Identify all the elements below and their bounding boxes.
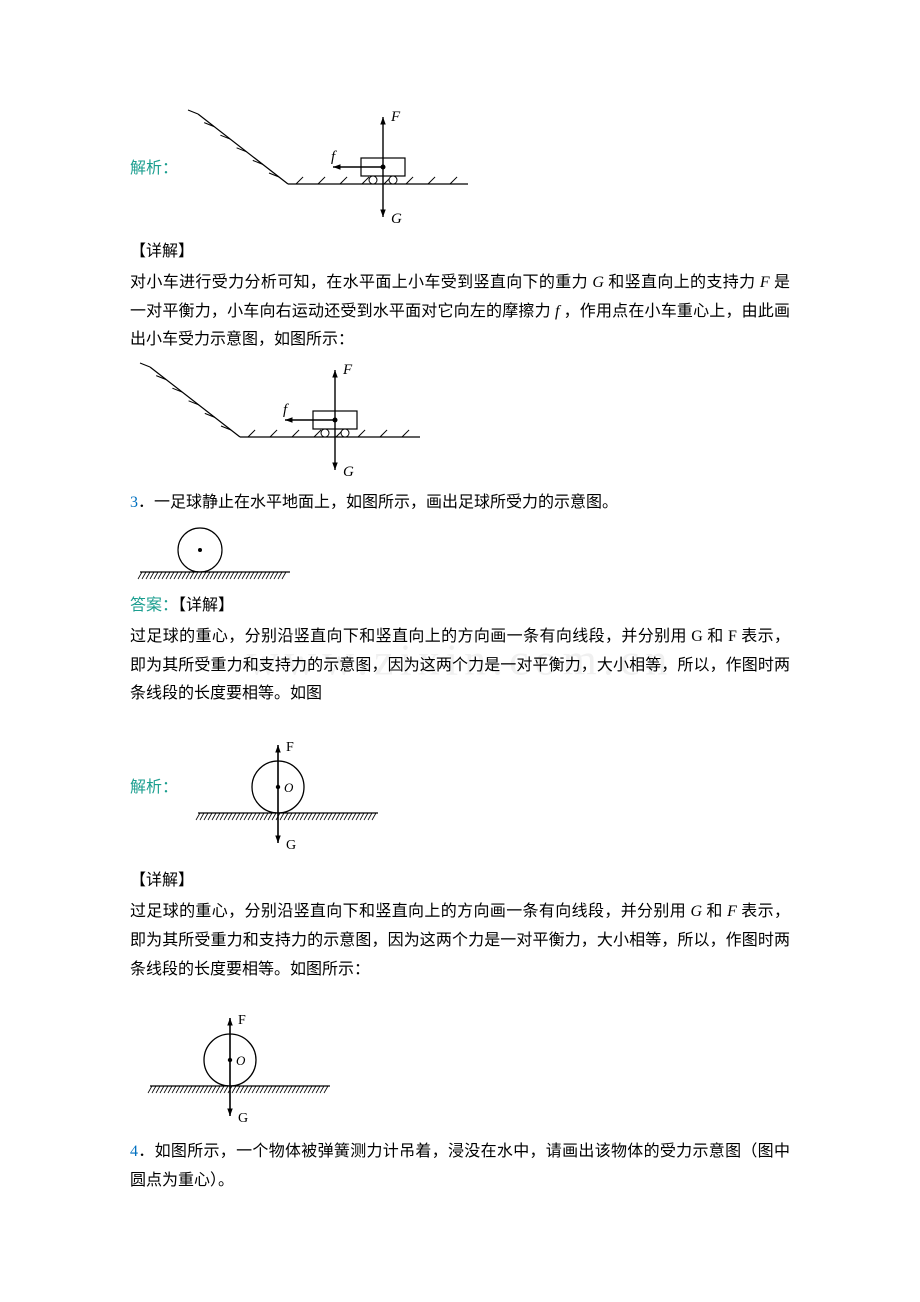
svg-text:f: f <box>331 149 337 165</box>
svg-text:O: O <box>236 1053 246 1068</box>
ball-force-diagram-1: O F G <box>178 713 398 863</box>
q3-analysis-row: 解析： O F G <box>130 713 790 863</box>
q3-exp-p1: 过足球的重心，分别沿竖直向下和竖直向上的方向画一条有向线段，并分别用 <box>130 903 686 920</box>
q3-line: 3．一足球静止在水平地面上，如图所示，画出足球所受力的示意图。 <box>130 489 790 518</box>
q2-p1b: 和竖直向上的支持力 <box>608 274 755 291</box>
answer-prefix: 答案： <box>130 597 178 614</box>
q4-line: 4．如图所示，一个物体被弹簧测力计吊着，浸没在水中，请画出该物体的受力示意图（图… <box>130 1138 790 1196</box>
detail-tag-1: 【详解】 <box>130 238 790 267</box>
svg-text:G: G <box>286 838 296 853</box>
svg-text:G: G <box>391 211 402 227</box>
q3-ans-p4: F <box>728 628 737 645</box>
q2-analysis-row: 解析： F Gf <box>130 104 790 234</box>
analysis-prefix-2: 解析： <box>130 774 178 803</box>
q3-ans-p2: G <box>691 628 703 645</box>
q3-exp-p3: 和 <box>706 903 722 920</box>
q3-explain-para: 过足球的重心，分别沿竖直向下和竖直向上的方向画一条有向线段，并分别用 G 和 F… <box>130 898 790 984</box>
svg-text:F: F <box>286 740 294 755</box>
ball-plain-diagram <box>130 520 300 590</box>
svg-text:F: F <box>390 109 401 125</box>
q3-answer-line: 答案：【详解】 <box>130 592 790 621</box>
q3-ans-p3: 和 <box>707 628 723 645</box>
q2-explain: 对小车进行受力分析可知，在水平面上小车受到竖直向下的重力 G 和竖直向上的支持力… <box>130 269 790 355</box>
q4-num: 4 <box>130 1143 138 1160</box>
svg-text:O: O <box>284 780 294 795</box>
q3-exp-p2: G <box>690 903 702 920</box>
q3-ans-p1: 过足球的重心，分别沿竖直向下和竖直向上的方向画一条有向线段，并分别用 <box>130 628 687 645</box>
q4-text: 如图所示，一个物体被弹簧测力计吊着，浸没在水中，请画出该物体的受力示意图（图中圆… <box>130 1143 790 1189</box>
q4-sep: ． <box>138 1143 155 1160</box>
q2-F: F <box>760 274 770 291</box>
svg-text:F: F <box>238 1013 246 1028</box>
q2-G: G <box>592 274 604 291</box>
svg-text:G: G <box>343 464 354 480</box>
q3-sep: ． <box>138 494 154 511</box>
q3-exp-p4: F <box>727 903 737 920</box>
q2-p1a: 对小车进行受力分析可知，在水平面上小车受到竖直向下的重力 <box>130 274 588 291</box>
q3-text: 一足球静止在水平地面上，如图所示，画出足球所受力的示意图。 <box>154 494 618 511</box>
q3-answer-para: 过足球的重心，分别沿竖直向下和竖直向上的方向画一条有向线段，并分别用 G 和 F… <box>130 623 790 709</box>
incline-cart-diagram-1: F Gf <box>178 104 478 234</box>
svg-text:f: f <box>283 402 289 418</box>
q3-num: 3 <box>130 494 138 511</box>
svg-text:G: G <box>238 1111 248 1126</box>
analysis-prefix: 解析： <box>130 155 178 184</box>
q2-f: f <box>555 303 559 320</box>
detail-tag-2: 【详解】 <box>130 867 790 896</box>
detail-tag-inline: 【详解】 <box>178 597 234 614</box>
svg-text:F: F <box>342 362 353 378</box>
ball-force-diagram-2: O F G <box>130 986 350 1136</box>
incline-cart-diagram-2: F Gf <box>130 357 430 487</box>
